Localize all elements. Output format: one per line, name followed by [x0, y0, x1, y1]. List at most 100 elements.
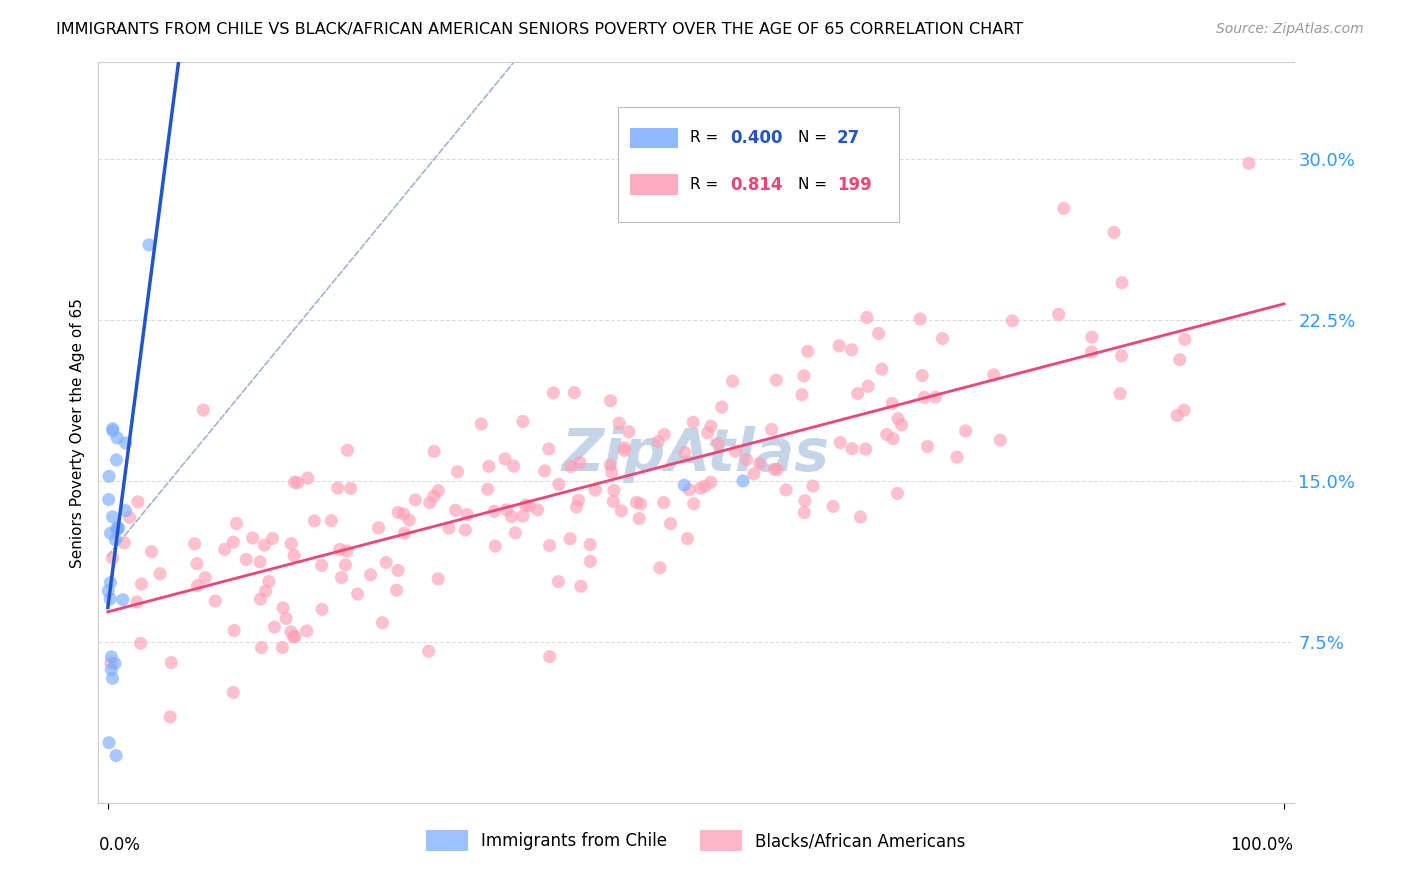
Point	[249, 592, 271, 607]
Point	[849, 510, 872, 524]
Point	[225, 516, 247, 531]
Point	[501, 509, 523, 524]
Point	[652, 495, 675, 509]
Point	[394, 526, 416, 541]
Point	[567, 493, 589, 508]
Point	[100, 649, 122, 664]
Point	[626, 495, 648, 509]
Point	[526, 503, 548, 517]
Point	[367, 521, 389, 535]
Point	[114, 503, 136, 517]
Point	[186, 557, 208, 571]
Point	[880, 396, 903, 410]
Point	[311, 602, 333, 616]
Point	[533, 464, 555, 478]
Point	[931, 331, 953, 345]
Point	[890, 417, 912, 432]
Point	[418, 644, 440, 658]
Point	[98, 736, 121, 750]
Point	[329, 542, 352, 557]
Point	[682, 497, 704, 511]
Point	[724, 444, 747, 458]
Point	[141, 544, 163, 558]
Point	[617, 425, 640, 439]
Point	[250, 640, 273, 655]
Point	[841, 343, 863, 357]
Point	[911, 368, 934, 383]
Point	[183, 537, 205, 551]
Text: 0.400: 0.400	[731, 129, 783, 147]
Point	[104, 657, 127, 671]
Point	[222, 535, 245, 549]
Text: ZipAtlas: ZipAtlas	[562, 426, 830, 483]
Point	[689, 481, 711, 495]
Point	[101, 671, 124, 685]
Point	[1168, 352, 1191, 367]
Point	[1102, 226, 1125, 240]
Point	[127, 495, 149, 509]
Point	[97, 492, 120, 507]
Point	[512, 415, 534, 429]
Point	[427, 572, 450, 586]
Point	[946, 450, 969, 465]
Point	[600, 465, 623, 479]
Point	[470, 417, 492, 431]
Point	[887, 411, 910, 425]
Point	[253, 538, 276, 552]
Point	[1174, 332, 1197, 346]
Point	[628, 511, 651, 525]
Point	[138, 237, 160, 252]
Point	[297, 471, 319, 485]
Text: 0.0%: 0.0%	[98, 836, 141, 855]
Point	[801, 479, 824, 493]
Point	[613, 443, 636, 458]
Point	[579, 537, 602, 551]
Point	[321, 514, 343, 528]
Text: R =: R =	[690, 130, 723, 145]
Point	[477, 483, 499, 497]
Point	[676, 532, 699, 546]
Point	[287, 475, 309, 490]
Point	[562, 385, 585, 400]
Point	[235, 552, 257, 566]
Point	[194, 571, 217, 585]
Point	[1001, 314, 1024, 328]
Point	[610, 504, 633, 518]
Point	[673, 478, 696, 492]
Point	[538, 538, 561, 552]
Point	[346, 587, 368, 601]
Point	[886, 486, 908, 500]
Point	[512, 509, 534, 524]
Point	[385, 583, 408, 598]
Point	[630, 497, 652, 511]
Point	[274, 611, 297, 625]
Point	[502, 459, 524, 474]
Point	[797, 344, 820, 359]
Point	[568, 456, 591, 470]
Bar	[619, 107, 900, 221]
Y-axis label: Seniors Poverty Over the Age of 65: Seniors Poverty Over the Age of 65	[70, 298, 86, 567]
Point	[742, 467, 765, 481]
Point	[761, 422, 783, 436]
Point	[882, 432, 904, 446]
Text: 27: 27	[837, 129, 860, 147]
Point	[335, 558, 357, 572]
Point	[387, 564, 409, 578]
Point	[517, 499, 540, 513]
Point	[446, 465, 468, 479]
Point	[775, 483, 797, 497]
Point	[112, 535, 135, 549]
Point	[793, 506, 815, 520]
Point	[538, 649, 561, 664]
Point	[271, 640, 294, 655]
Point	[763, 462, 786, 476]
Point	[360, 567, 382, 582]
Point	[105, 431, 128, 445]
Point	[284, 630, 307, 644]
Point	[107, 521, 129, 535]
Point	[696, 425, 718, 440]
Point	[1111, 349, 1133, 363]
Point	[603, 483, 626, 498]
Point	[105, 453, 128, 467]
Point	[131, 577, 153, 591]
